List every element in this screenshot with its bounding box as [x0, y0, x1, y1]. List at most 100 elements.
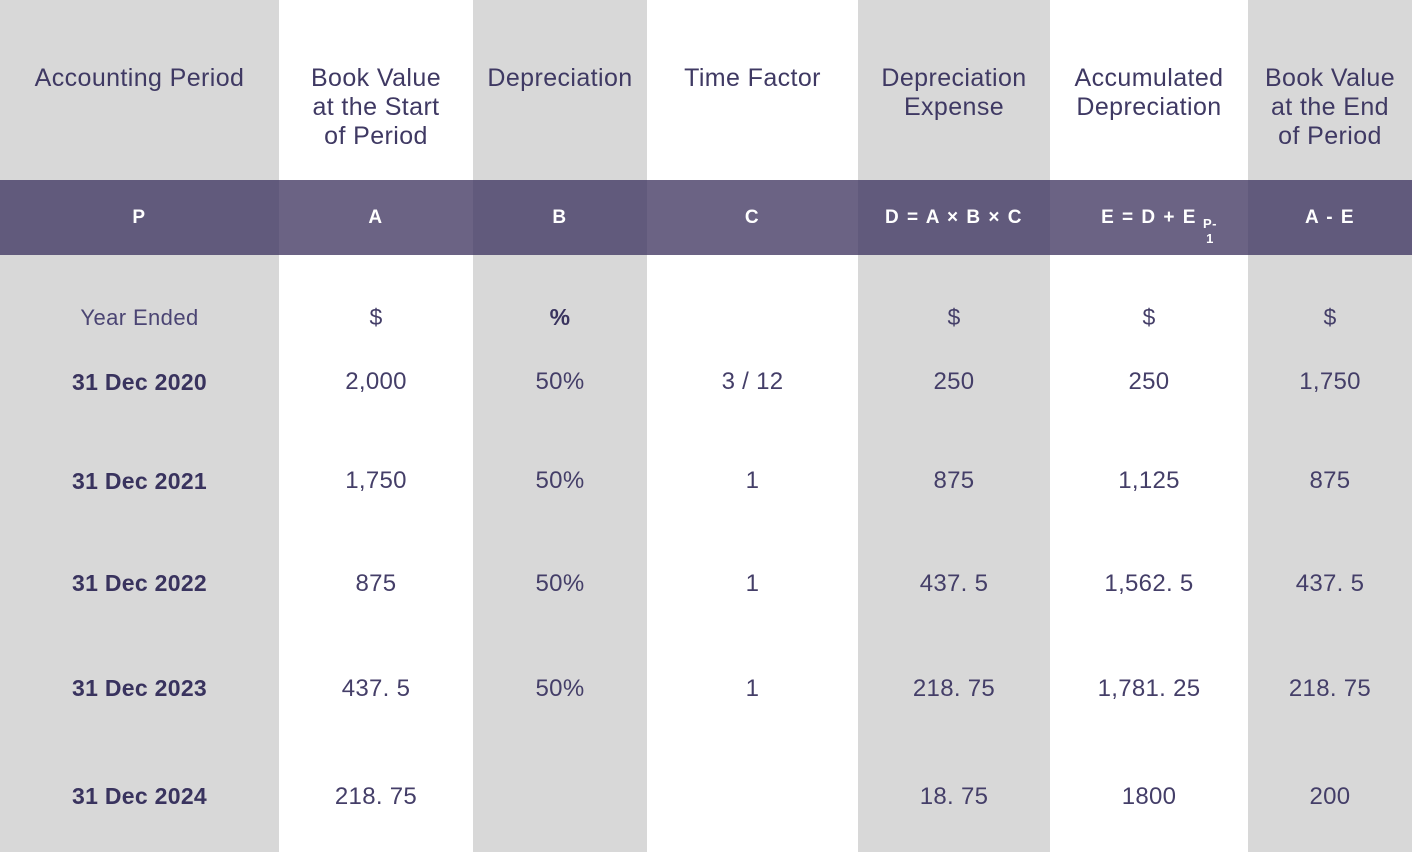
value-cell-accumulated-depreciation: 250 [1050, 350, 1248, 431]
value: 437. 5 [919, 569, 989, 597]
value-cell-book-value-end: 437. 5 [1248, 531, 1412, 636]
formula-label: A - E [1304, 206, 1356, 228]
period-cell: 31 Dec 2021 [0, 431, 279, 531]
period-cell: 31 Dec 2022 [0, 531, 279, 636]
value: 1 [745, 467, 760, 494]
col-header-accounting-period: Accounting Period [0, 0, 279, 180]
col-header-book-value-end: Book Value at the End of Period [1248, 0, 1412, 180]
value-cell-accumulated-depreciation: 1,562. 5 [1050, 531, 1248, 636]
unit-label: $ [1142, 304, 1156, 330]
code-cell-b: B [473, 180, 647, 255]
period-label: 31 Dec 2024 [71, 783, 208, 809]
value-cell-time-factor: 1 [647, 636, 858, 741]
unit-cell-book-value-start: $ [279, 255, 473, 350]
value-cell-book-value-start: 437. 5 [279, 636, 473, 741]
col-header-depreciation-expense: Depreciation Expense [858, 0, 1050, 180]
period-label: 31 Dec 2020 [71, 368, 208, 395]
formula-label: D = A × B × C [885, 206, 1023, 228]
value: 218. 75 [912, 674, 996, 702]
value: 50% [535, 368, 585, 395]
formula-label: E = D + E [1101, 206, 1197, 228]
code-label: P [132, 206, 147, 228]
value: 1,750 [345, 467, 407, 494]
value-cell-book-value-end: 1,750 [1248, 350, 1412, 431]
period-cell: 31 Dec 2023 [0, 636, 279, 741]
formula-with-subscript: E = D + E P-1 [1101, 206, 1216, 246]
formula-cell-e: E = D + E P-1 [1050, 180, 1248, 255]
value-cell-book-value-end: 200 [1248, 741, 1412, 852]
value-cell-book-value-start: 2,000 [279, 350, 473, 431]
value-cell-time-factor: 1 [647, 531, 858, 636]
value-cell-depreciation-expense: 875 [858, 431, 1050, 531]
unit-label: Year Ended [80, 304, 199, 330]
period-label: 31 Dec 2023 [71, 675, 208, 701]
period-label: 31 Dec 2022 [71, 570, 208, 596]
value-cell-book-value-end: 218. 75 [1248, 636, 1412, 741]
col-header-label: Accumulated Depreciation [1074, 64, 1224, 121]
value-cell-accumulated-depreciation: 1800 [1050, 741, 1248, 852]
period-label: 31 Dec 2021 [71, 467, 208, 494]
period-cell: 31 Dec 2024 [0, 741, 279, 852]
code-label: A [368, 206, 384, 228]
value: 218. 75 [1288, 674, 1372, 702]
code-label: C [744, 206, 761, 228]
value-cell-depreciation-rate: 50% [473, 636, 647, 741]
unit-cell-depreciation-expense: $ [858, 255, 1050, 350]
col-header-time-factor: Time Factor [647, 0, 858, 180]
col-header-label: Depreciation Expense [881, 64, 1027, 121]
value-cell-depreciation-expense: 437. 5 [858, 531, 1050, 636]
value: 437. 5 [341, 674, 411, 702]
value-cell-depreciation-rate: 50% [473, 350, 647, 431]
code-cell-c: C [647, 180, 858, 255]
unit-label: % [549, 304, 571, 330]
value: 250 [933, 368, 975, 395]
code-label: B [552, 206, 568, 228]
value: 1,125 [1118, 467, 1180, 494]
value: 218. 75 [334, 782, 418, 810]
unit-cell-accumulated-depreciation: $ [1050, 255, 1248, 350]
value-cell-book-value-start: 218. 75 [279, 741, 473, 852]
formula-cell-d: D = A × B × C [858, 180, 1050, 255]
value: 875 [933, 467, 975, 494]
col-header-label: Depreciation [487, 64, 633, 92]
unit-cell-time-factor [647, 255, 858, 350]
unit-cell-book-value-end: $ [1248, 255, 1412, 350]
col-header-label: Book Value at the Start of Period [310, 64, 441, 150]
value: 1,750 [1299, 368, 1361, 395]
value-cell-accumulated-depreciation: 1,781. 25 [1050, 636, 1248, 741]
value: 1 [745, 674, 760, 702]
col-header-label: Accounting Period [34, 64, 245, 92]
value-cell-book-value-end: 875 [1248, 431, 1412, 531]
formula-subscript: P-1 [1202, 215, 1217, 246]
value-cell-depreciation-rate: 50% [473, 431, 647, 531]
col-header-accumulated-depreciation: Accumulated Depreciation [1050, 0, 1248, 180]
value: 50% [535, 569, 585, 597]
value: 3 / 12 [721, 368, 784, 395]
value: 1 [745, 569, 760, 597]
value: 437. 5 [1295, 569, 1365, 597]
value-cell-depreciation-rate: 50% [473, 531, 647, 636]
value: 1,781. 25 [1097, 674, 1201, 702]
value-cell-book-value-start: 875 [279, 531, 473, 636]
period-cell: 31 Dec 2020 [0, 350, 279, 431]
value-cell-time-factor: 1 [647, 431, 858, 531]
value: 18. 75 [919, 782, 989, 810]
unit-cell-depreciation: % [473, 255, 647, 350]
value: 1800 [1121, 782, 1177, 810]
value: 875 [355, 569, 397, 597]
value: 2,000 [345, 368, 407, 395]
unit-label: $ [947, 304, 961, 330]
value-cell-depreciation-expense: 250 [858, 350, 1050, 431]
col-header-book-value-start: Book Value at the Start of Period [279, 0, 473, 180]
col-header-label: Book Value at the End of Period [1264, 64, 1395, 150]
formula-cell-a-minus-e: A - E [1248, 180, 1412, 255]
value-cell-depreciation-expense: 218. 75 [858, 636, 1050, 741]
value: 50% [535, 674, 585, 702]
value-cell-time-factor [647, 741, 858, 852]
col-header-label: Time Factor [684, 64, 821, 92]
unit-label: $ [369, 304, 383, 330]
col-header-depreciation: Depreciation [473, 0, 647, 180]
value-cell-depreciation-rate [473, 741, 647, 852]
code-cell-a: A [279, 180, 473, 255]
value: 250 [1128, 368, 1170, 395]
